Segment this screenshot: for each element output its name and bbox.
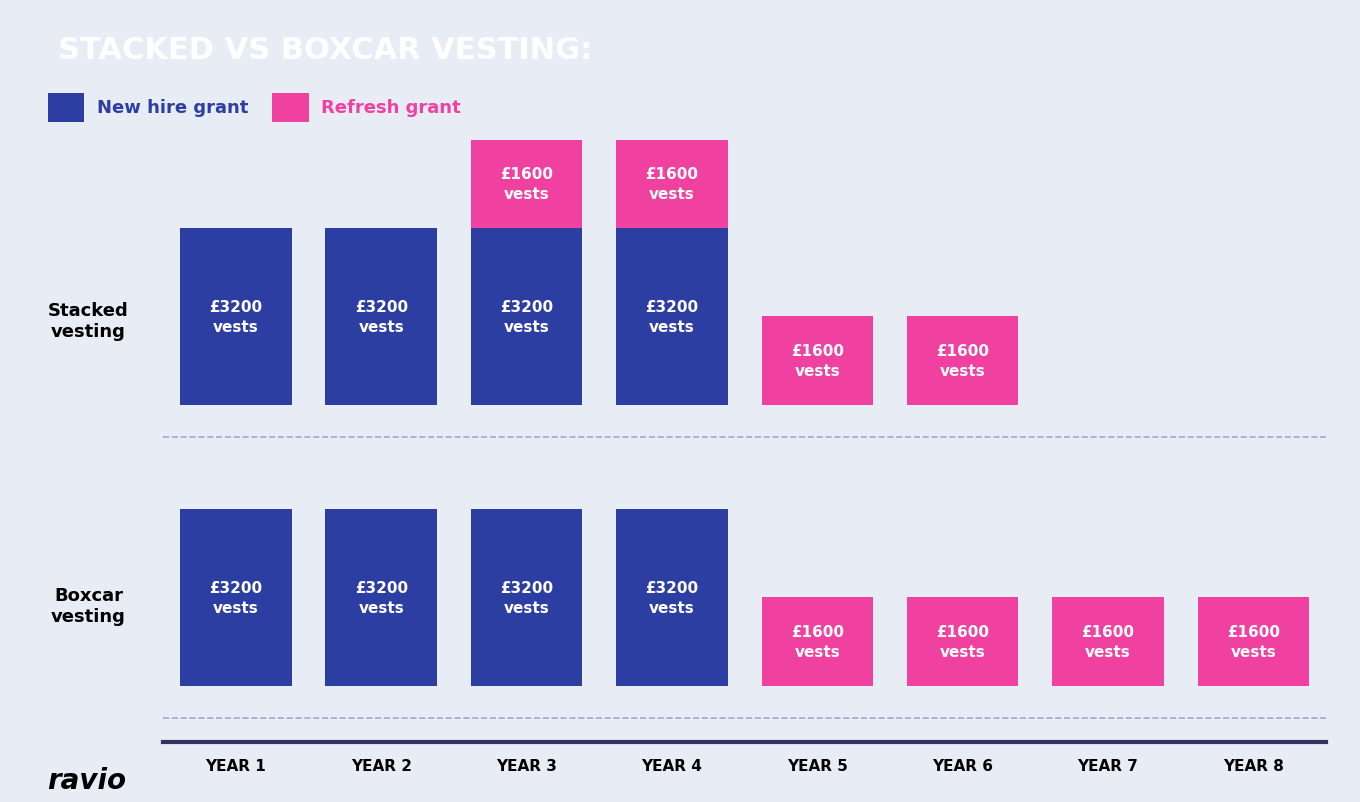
Bar <box>471 509 582 686</box>
Text: £1600
vests: £1600 vests <box>936 624 989 659</box>
Text: Refresh grant: Refresh grant <box>321 99 461 117</box>
Bar <box>907 317 1019 405</box>
Bar <box>762 597 873 686</box>
Bar <box>325 229 437 405</box>
Text: YEAR 5: YEAR 5 <box>787 758 847 773</box>
Bar <box>1198 597 1310 686</box>
Text: £3200
vests: £3200 vests <box>209 299 262 334</box>
Bar <box>471 140 582 229</box>
Bar <box>471 229 582 405</box>
Text: New hire grant: New hire grant <box>97 99 248 117</box>
Text: £3200
vests: £3200 vests <box>500 299 554 334</box>
Bar <box>616 229 728 405</box>
Bar <box>907 597 1019 686</box>
Text: £1600
vests: £1600 vests <box>646 167 699 202</box>
Text: £3200
vests: £3200 vests <box>646 580 699 615</box>
Bar <box>616 140 728 229</box>
Text: YEAR 6: YEAR 6 <box>932 758 993 773</box>
Bar <box>180 229 291 405</box>
Text: Stacked
vesting: Stacked vesting <box>48 302 129 340</box>
Text: YEAR 1: YEAR 1 <box>205 758 267 773</box>
Text: YEAR 3: YEAR 3 <box>496 758 558 773</box>
Bar <box>48 94 84 123</box>
Text: £3200
vests: £3200 vests <box>209 580 262 615</box>
Bar <box>1053 597 1164 686</box>
Text: £1600
vests: £1600 vests <box>500 167 554 202</box>
Text: £1600
vests: £1600 vests <box>936 343 989 379</box>
Bar <box>762 317 873 405</box>
Text: £3200
vests: £3200 vests <box>500 580 554 615</box>
Text: YEAR 2: YEAR 2 <box>351 758 412 773</box>
Text: £1600
vests: £1600 vests <box>790 624 843 659</box>
Text: £3200
vests: £3200 vests <box>355 580 408 615</box>
Text: £1600
vests: £1600 vests <box>1081 624 1134 659</box>
Bar <box>272 94 309 123</box>
Bar <box>616 509 728 686</box>
Text: £3200
vests: £3200 vests <box>646 299 699 334</box>
Bar <box>325 509 437 686</box>
Text: YEAR 7: YEAR 7 <box>1077 758 1138 773</box>
Text: £1600
vests: £1600 vests <box>790 343 843 379</box>
Bar <box>180 509 291 686</box>
Text: Boxcar
vesting: Boxcar vesting <box>50 586 126 625</box>
Text: £3200
vests: £3200 vests <box>355 299 408 334</box>
Text: ravio: ravio <box>48 766 126 794</box>
Text: YEAR 4: YEAR 4 <box>642 758 702 773</box>
Text: £1600
vests: £1600 vests <box>1227 624 1280 659</box>
Text: YEAR 8: YEAR 8 <box>1223 758 1284 773</box>
